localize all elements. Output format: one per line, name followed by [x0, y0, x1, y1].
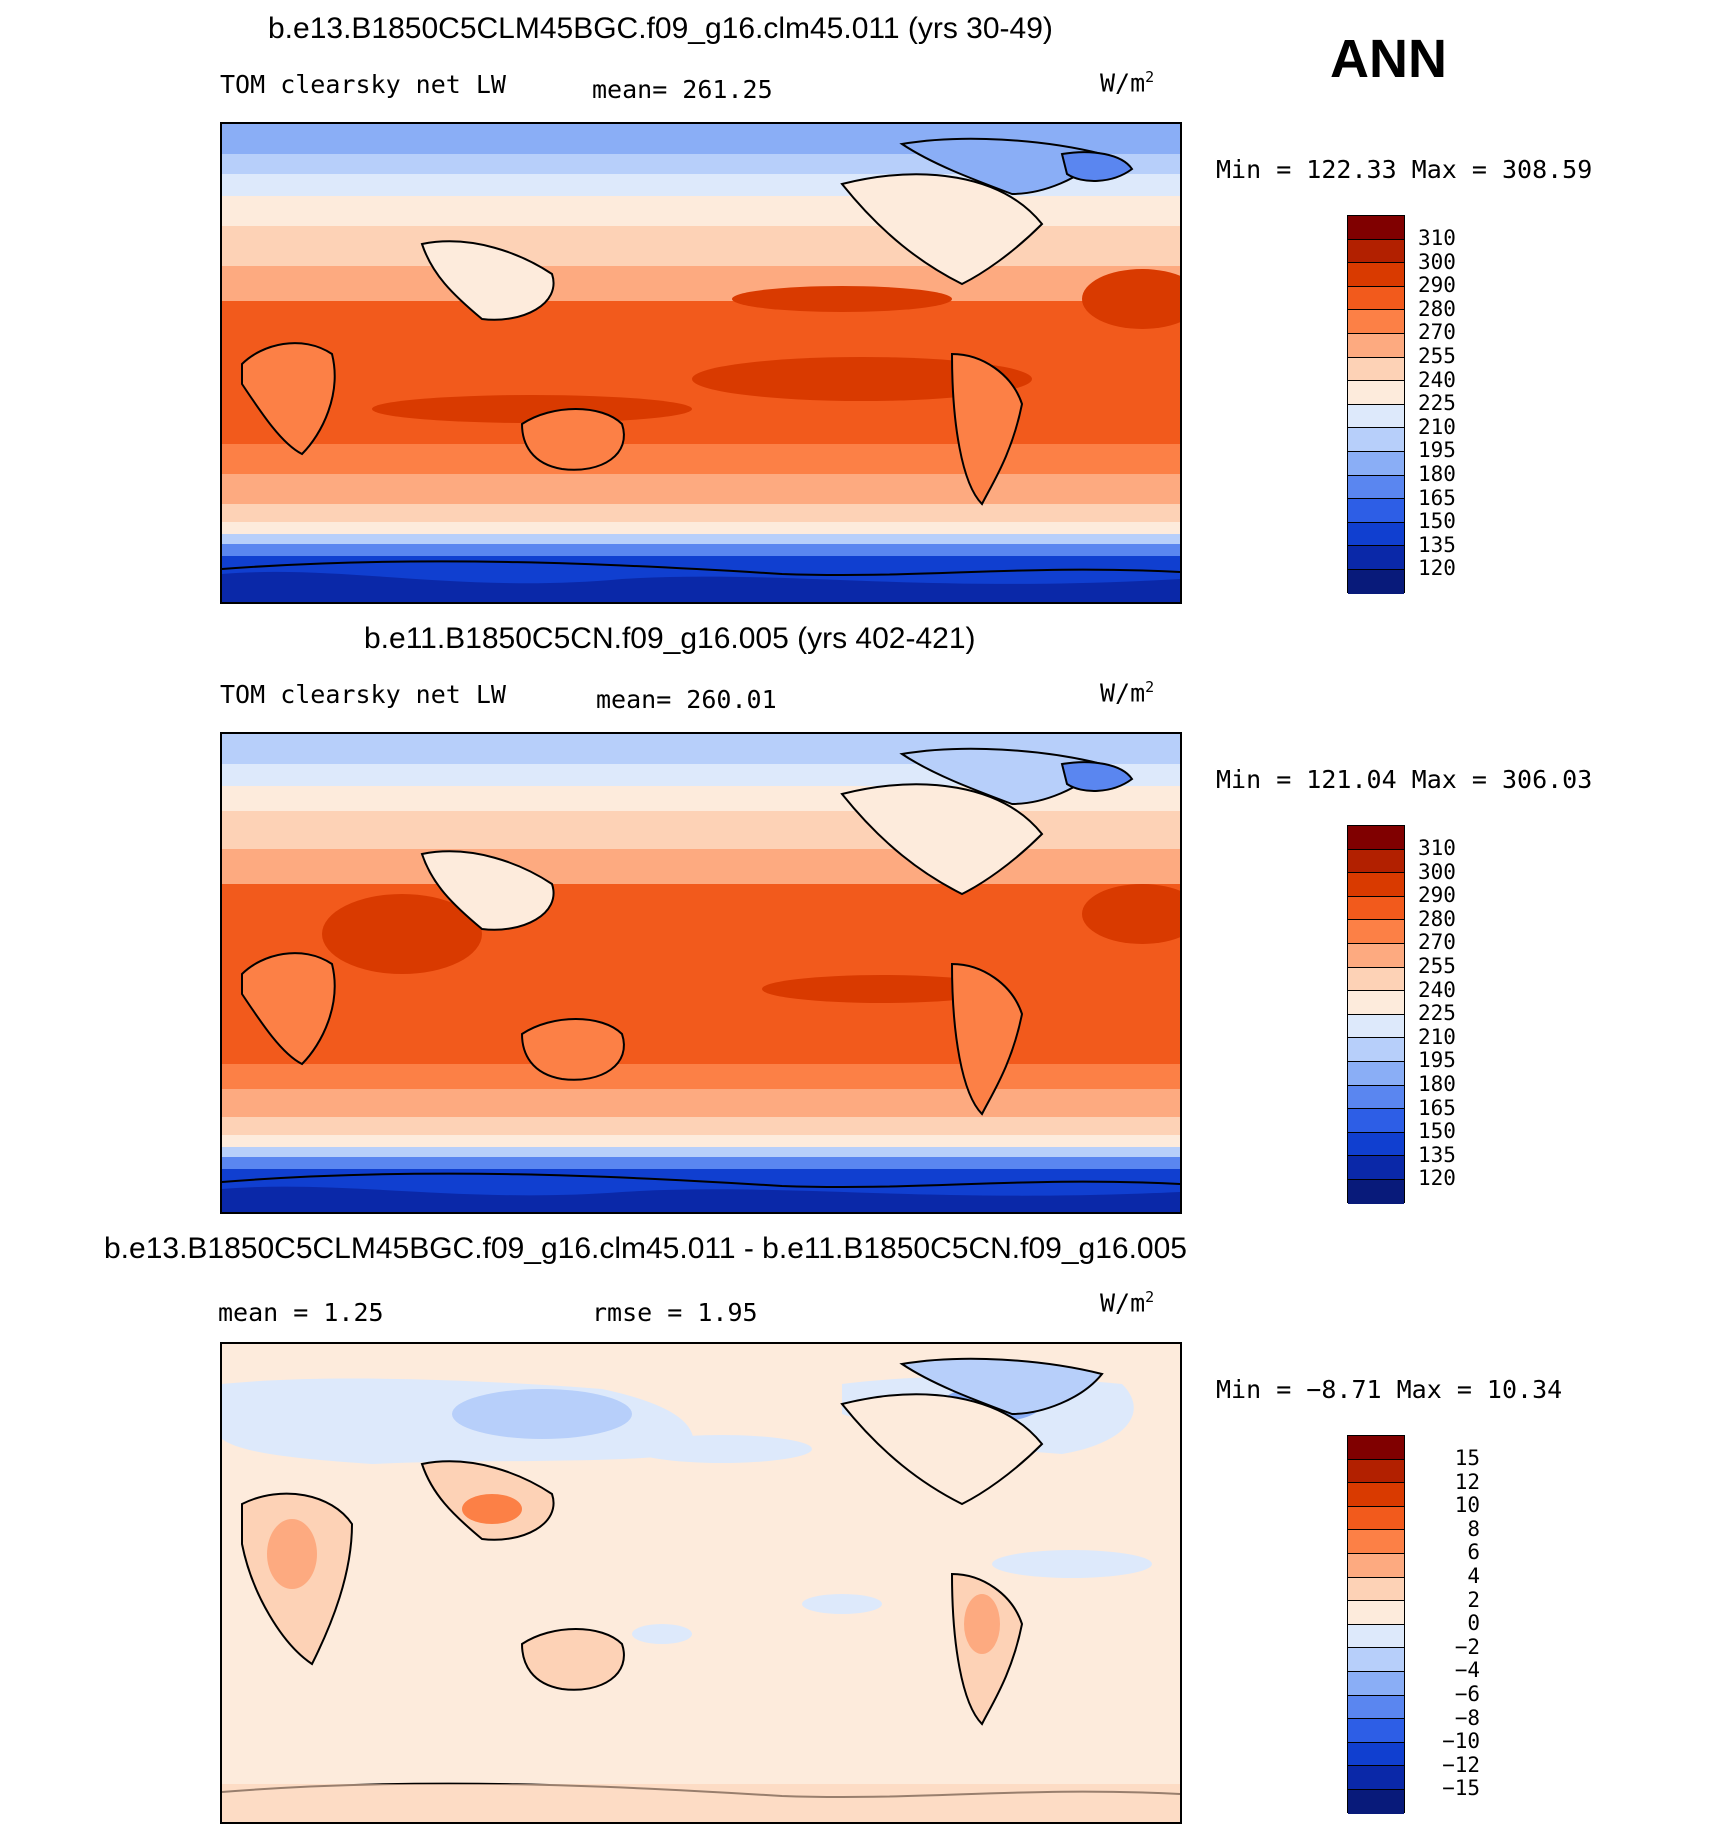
season-label: ANN [1330, 29, 1447, 89]
panel2-colorbar-labels: 310 300 290 280 270 255 240 225 210 195 … [1418, 836, 1456, 1190]
swatch [1348, 216, 1404, 240]
colorbar-label: 4 [1467, 1563, 1480, 1588]
colorbar-label: 225 [1418, 391, 1456, 416]
colorbar-label: 10 [1454, 1493, 1480, 1518]
panel2-units: W/m2 [1100, 678, 1155, 708]
colorbar-label: 240 [1418, 977, 1456, 1002]
panel3-mean: mean = 1.25 [218, 1298, 384, 1327]
colorbar-label: 280 [1418, 906, 1456, 931]
colorbar-label: 150 [1418, 509, 1456, 534]
colorbar-label: 310 [1418, 226, 1456, 250]
colorbar-label: 240 [1418, 367, 1456, 392]
colorbar-label: 270 [1418, 320, 1456, 345]
colorbar-label: 15 [1454, 1446, 1480, 1470]
colorbar-label: 150 [1418, 1119, 1456, 1144]
colorbar-label: 165 [1418, 485, 1456, 510]
panel1-minmax: Min = 122.33 Max = 308.59 [1216, 155, 1593, 184]
colorbar-label: 135 [1418, 1142, 1456, 1167]
colorbar-label: 280 [1418, 296, 1456, 321]
colorbar-label: 310 [1418, 836, 1456, 860]
colorbar-label: 255 [1418, 343, 1456, 368]
panel2-map [220, 732, 1182, 1214]
panel2-minmax: Min = 121.04 Max = 306.03 [1216, 765, 1593, 794]
colorbar-label: 120 [1418, 556, 1456, 581]
colorbar-label: 12 [1454, 1469, 1480, 1494]
colorbar-label: 180 [1418, 1071, 1456, 1096]
panel1-units: W/m2 [1100, 68, 1155, 98]
panel2-title: b.e11.B1850C5CN.f09_g16.005 (yrs 402-421… [364, 622, 976, 655]
panel3-units: W/m2 [1100, 1288, 1155, 1318]
panel3-colorbar [1347, 1435, 1405, 1814]
colorbar-label: −10 [1442, 1729, 1480, 1754]
colorbar-label: 300 [1418, 249, 1456, 274]
panel3-rmse: rmse = 1.95 [592, 1298, 758, 1327]
panel1-map [220, 122, 1182, 604]
panel1-title: b.e13.B1850C5CLM45BGC.f09_g16.clm45.011 … [268, 12, 1053, 45]
colorbar-label: 290 [1418, 883, 1456, 908]
panel1-colorbar [1347, 215, 1405, 594]
panel2-mean: mean= 260.01 [596, 685, 777, 714]
colorbar-label: 255 [1418, 953, 1456, 978]
colorbar-label: 180 [1418, 461, 1456, 486]
colorbar-label: 210 [1418, 414, 1456, 439]
colorbar-label: 120 [1418, 1166, 1456, 1191]
colorbar-label: 135 [1418, 532, 1456, 557]
colorbar-label: −12 [1442, 1752, 1480, 1777]
panel3-minmax: Min = −8.71 Max = 10.34 [1216, 1375, 1563, 1404]
colorbar-label: 225 [1418, 1001, 1456, 1026]
colorbar-label: −8 [1454, 1705, 1480, 1730]
panel3-map [220, 1342, 1182, 1824]
colorbar-label: 290 [1418, 273, 1456, 298]
panel1-colorbar-labels: 310 300 290 280 270 255 240 225 210 195 … [1418, 226, 1456, 580]
colorbar-label: 210 [1418, 1024, 1456, 1049]
panel3-title: b.e13.B1850C5CLM45BGC.f09_g16.clm45.011 … [104, 1232, 1187, 1265]
colorbar-label: 300 [1418, 859, 1456, 884]
panel2-colorbar [1347, 825, 1405, 1204]
colorbar-label: 195 [1418, 1048, 1456, 1073]
colorbar-label: 270 [1418, 930, 1456, 955]
colorbar-label: −2 [1454, 1634, 1480, 1659]
colorbar-label: 8 [1467, 1516, 1480, 1541]
colorbar-label: 165 [1418, 1095, 1456, 1120]
colorbar-label: 0 [1467, 1611, 1480, 1636]
panel2-variable: TOM clearsky net LW [220, 680, 506, 709]
panel3-colorbar-labels: 15 12 10 8 6 4 2 0 −2 −4 −6 −8 −10 −12 −… [1418, 1446, 1480, 1800]
colorbar-label: −6 [1454, 1681, 1480, 1706]
panel1-mean: mean= 261.25 [592, 75, 773, 104]
colorbar-label: −15 [1442, 1776, 1480, 1801]
colorbar-label: 2 [1467, 1587, 1480, 1612]
colorbar-label: 6 [1467, 1540, 1480, 1565]
panel1-variable: TOM clearsky net LW [220, 70, 506, 99]
colorbar-label: 195 [1418, 438, 1456, 463]
colorbar-label: −4 [1454, 1658, 1480, 1683]
